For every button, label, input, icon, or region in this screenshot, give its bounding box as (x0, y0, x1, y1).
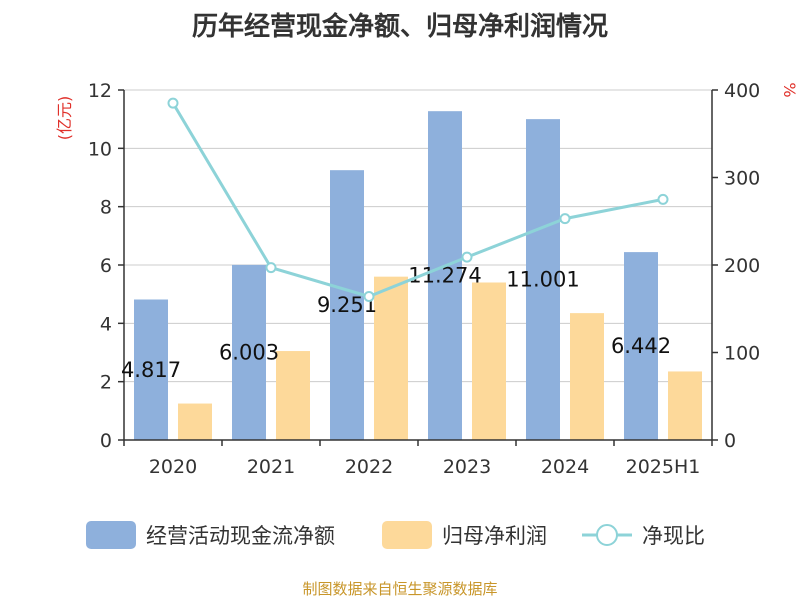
data-label-cashflow: 11.001 (506, 268, 579, 292)
data-label-cashflow: 4.817 (121, 358, 181, 382)
y-left-tick-label: 8 (100, 197, 112, 219)
line-ratio-point (657, 193, 669, 205)
y-right-tick-label: 100 (724, 343, 760, 365)
bar-cashflow (624, 252, 658, 440)
y-left-tick-label: 0 (100, 430, 112, 452)
line-ratio-point (559, 213, 571, 225)
data-label-cashflow: 6.442 (611, 334, 671, 358)
line-ratio (171, 102, 664, 299)
legend-swatch-ratio-marker (596, 524, 618, 546)
legend-label-ratio: 净现比 (642, 524, 705, 548)
x-tick-label: 2021 (247, 456, 295, 478)
bar-net-profit (276, 351, 310, 440)
y-left-tick-label: 10 (88, 138, 112, 160)
bar-net-profit (374, 276, 408, 440)
x-tick-label: 2025H1 (626, 456, 701, 478)
bar-cashflow (330, 170, 364, 440)
source-note: 制图数据来自恒生聚源数据库 (302, 580, 498, 598)
x-tick-label: 2024 (541, 456, 589, 478)
bar-cashflow (134, 299, 168, 440)
y-left-tick-label: 2 (100, 372, 112, 394)
bar-net-profit (570, 313, 604, 440)
bar-net-profit (668, 371, 702, 440)
chart-title: 历年经营现金净额、归母净利润情况 (191, 12, 608, 42)
legend-swatch-net-profit (382, 521, 432, 549)
y-right-axis-title: % (780, 82, 799, 97)
bar-net-profit (472, 282, 506, 440)
y-left-tick-label: 6 (100, 255, 112, 277)
x-tick-label: 2023 (443, 456, 491, 478)
legend-swatch-cashflow (86, 521, 136, 549)
bar-cashflow (428, 111, 462, 441)
line-ratio-point (167, 97, 179, 109)
legend-label-net-profit: 归母净利润 (442, 524, 547, 548)
line-ratio-point (461, 251, 473, 263)
y-left-tick-label: 12 (88, 80, 112, 102)
legend-label-cashflow: 经营活动现金流净额 (146, 524, 335, 548)
y-right-tick-label: 200 (724, 255, 760, 277)
line-ratio-point (363, 291, 375, 302)
y-right-tick-label: 0 (724, 430, 736, 452)
bar-net-profit (178, 403, 212, 440)
x-tick-label: 2020 (149, 456, 197, 478)
line-ratio-point (265, 262, 277, 274)
y-left-tick-label: 4 (100, 313, 112, 335)
y-right-tick-label: 400 (724, 80, 760, 102)
bar-cashflow (526, 119, 560, 440)
bar-cashflow (232, 264, 266, 440)
x-tick-label: 2022 (345, 456, 393, 478)
y-right-tick-label: 300 (724, 168, 760, 190)
data-label-cashflow: 6.003 (219, 340, 279, 364)
y-left-axis-title: (亿元) (55, 96, 74, 141)
